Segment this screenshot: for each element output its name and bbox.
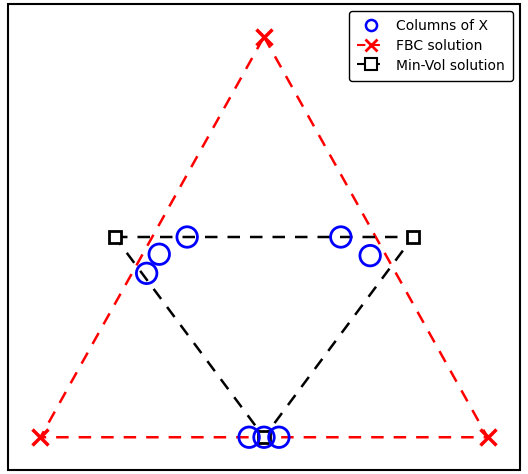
Legend: Columns of X, FBC solution, Min-Vol solution: Columns of X, FBC solution, Min-Vol solu… xyxy=(349,11,513,81)
